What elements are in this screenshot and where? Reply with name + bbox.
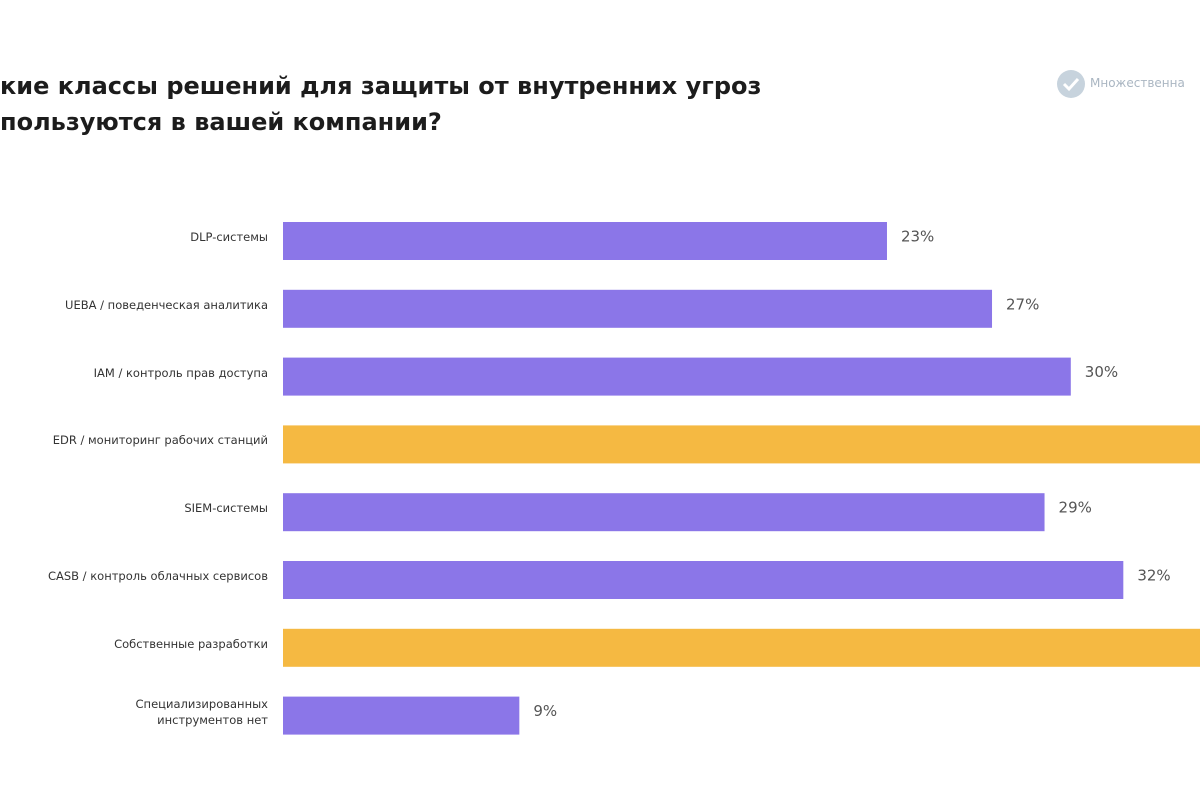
category-label: CASB / контроль облачных сервисов	[47, 569, 268, 583]
bar	[283, 222, 887, 260]
value-label: 29%	[1059, 499, 1092, 517]
value-label: 30%	[1085, 363, 1118, 381]
bar	[283, 696, 520, 735]
value-label: 23%	[901, 228, 934, 246]
bar	[283, 628, 1200, 667]
value-label: 32%	[1137, 567, 1170, 585]
category-label: UEBA / поведенческая аналитика	[65, 297, 268, 312]
bar	[283, 493, 1045, 532]
chart-title: кие классы решений для защиты от внутрен…	[0, 72, 762, 100]
value-label: 9%	[533, 702, 557, 720]
value-label: 27%	[1006, 295, 1039, 313]
badge-label: Множественна	[1090, 76, 1185, 90]
bar	[283, 425, 1200, 464]
badge-icon	[1057, 70, 1085, 98]
category-label: Специализированных инструментов нет	[135, 696, 268, 727]
chart-title: пользуются в вашей компании?	[0, 108, 442, 136]
category-label: DLP-системы	[190, 230, 268, 244]
bar	[283, 561, 1124, 599]
badge-check	[1062, 77, 1080, 92]
bar	[283, 289, 993, 328]
category-label: EDR / мониторинг рабочих станций	[52, 433, 268, 448]
bar	[283, 357, 1071, 396]
category-label: IAM / контроль прав доступа	[93, 365, 268, 380]
category-label: Собственные разработки	[114, 636, 268, 651]
category-label: SIEM-системы	[184, 501, 268, 516]
